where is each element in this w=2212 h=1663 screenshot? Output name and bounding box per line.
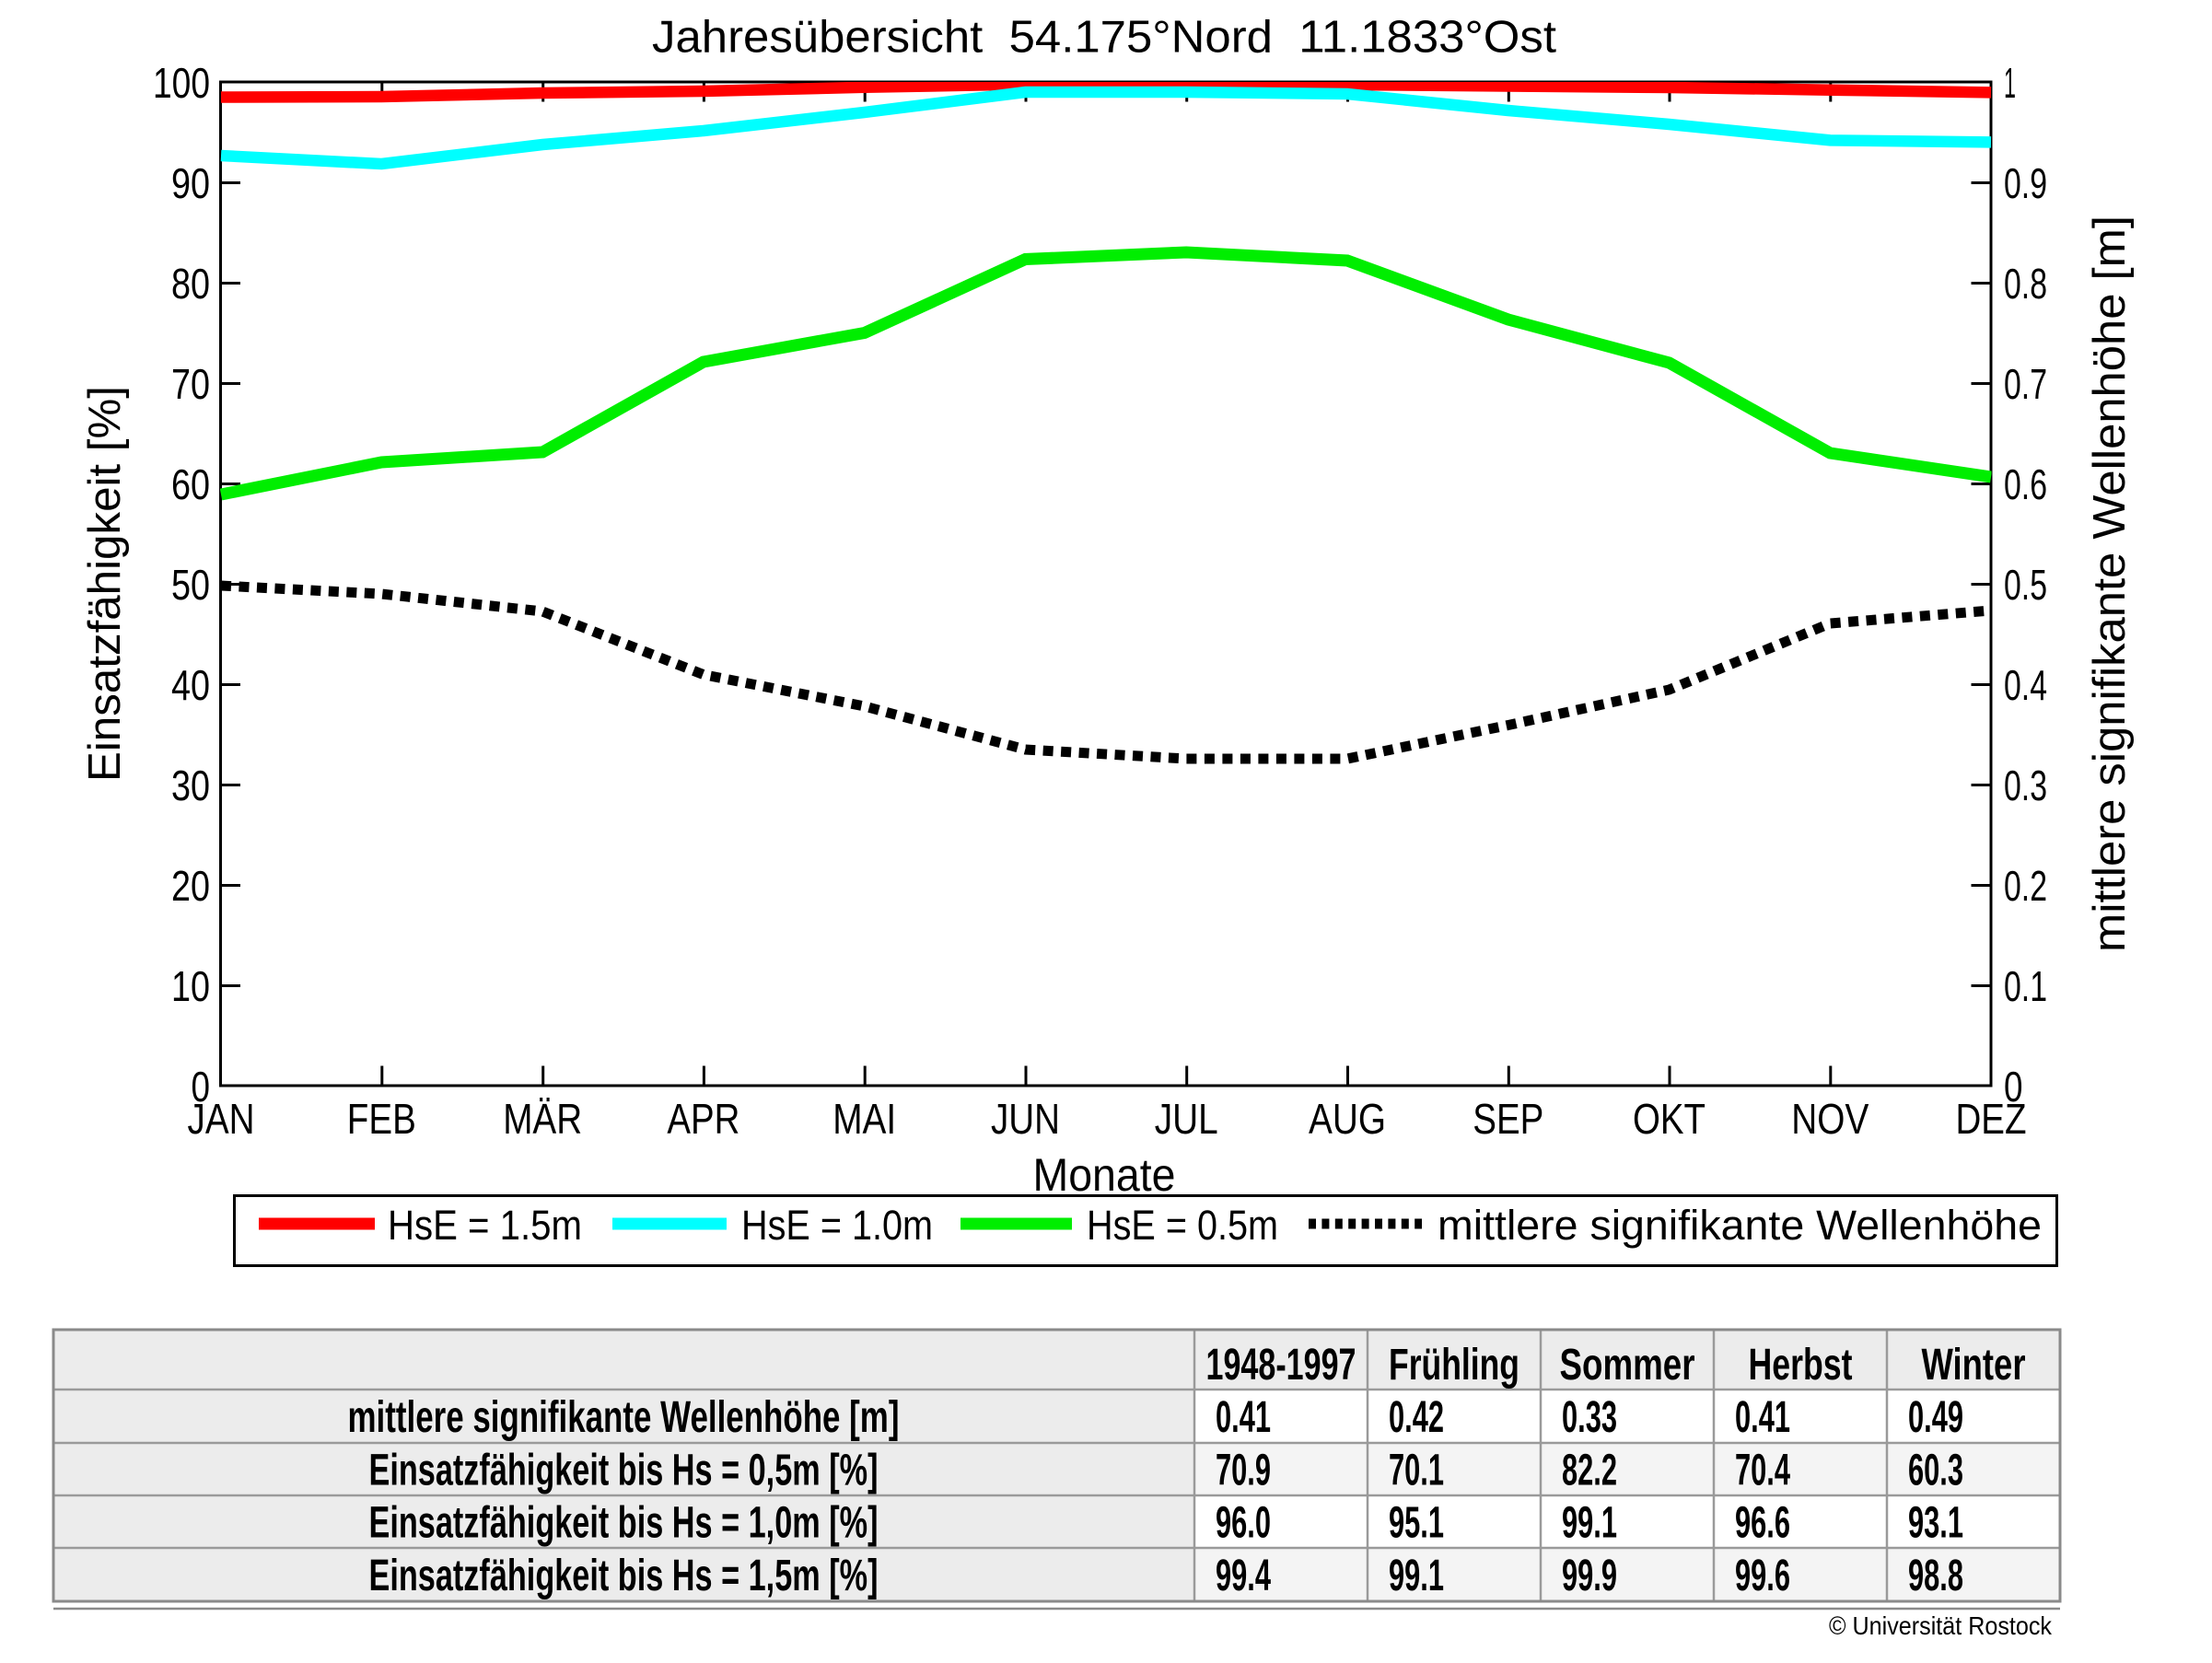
svg-text:0.8: 0.8 xyxy=(2004,260,2047,308)
svg-text:Sommer: Sommer xyxy=(1560,1341,1695,1390)
svg-text:SEP: SEP xyxy=(1473,1095,1543,1143)
svg-text:Einsatzfähigkeit [%]: Einsatzfähigkeit [%] xyxy=(80,386,130,782)
svg-text:70.9: 70.9 xyxy=(1216,1447,1271,1495)
svg-text:99.6: 99.6 xyxy=(1735,1552,1790,1600)
svg-text:MÄR: MÄR xyxy=(503,1095,582,1143)
svg-text:Einsatzfähigkeit bis Hs = 1,5m: Einsatzfähigkeit bis Hs = 1,5m [%] xyxy=(369,1552,879,1600)
svg-text:10: 10 xyxy=(171,962,210,1010)
svg-text:0.3: 0.3 xyxy=(2004,762,2047,809)
svg-text:Monate: Monate xyxy=(1033,1149,1176,1201)
svg-text:60.3: 60.3 xyxy=(1908,1447,1963,1495)
svg-text:JUL: JUL xyxy=(1155,1095,1218,1143)
svg-text:JAN: JAN xyxy=(188,1095,255,1143)
svg-text:70.1: 70.1 xyxy=(1389,1447,1444,1495)
svg-text:OKT: OKT xyxy=(1633,1095,1706,1143)
svg-text:0.33: 0.33 xyxy=(1562,1393,1617,1442)
svg-text:0.1: 0.1 xyxy=(2004,962,2047,1010)
svg-text:HsE = 1.0m: HsE = 1.0m xyxy=(741,1202,933,1249)
svg-text:82.2: 82.2 xyxy=(1562,1447,1617,1495)
svg-text:96.6: 96.6 xyxy=(1735,1499,1790,1548)
svg-text:0.41: 0.41 xyxy=(1735,1393,1790,1442)
svg-text:100: 100 xyxy=(153,59,210,107)
svg-text:FEB: FEB xyxy=(347,1095,416,1143)
svg-text:0.7: 0.7 xyxy=(2004,360,2047,408)
svg-text:mittlere signifikante Wellenhö: mittlere signifikante Wellenhöhe [m] xyxy=(348,1393,900,1442)
svg-text:0.4: 0.4 xyxy=(2004,661,2047,709)
svg-text:NOV: NOV xyxy=(1791,1095,1869,1143)
svg-text:1: 1 xyxy=(2004,59,2016,107)
svg-text:AUG: AUG xyxy=(1309,1095,1386,1143)
svg-text:0.9: 0.9 xyxy=(2004,159,2047,207)
svg-text:mittlere signifikante Wellenhö: mittlere signifikante Wellenhöhe xyxy=(1438,1202,2042,1249)
svg-text:Winter: Winter xyxy=(1922,1341,2026,1390)
svg-text:40: 40 xyxy=(171,661,210,709)
svg-text:© Universität Rostock: © Universität Rostock xyxy=(1829,1611,2053,1640)
svg-text:90: 90 xyxy=(171,159,210,207)
svg-text:0: 0 xyxy=(192,1063,211,1111)
svg-text:APR: APR xyxy=(667,1095,739,1143)
svg-text:DEZ: DEZ xyxy=(1956,1095,2027,1143)
svg-text:60: 60 xyxy=(171,460,210,508)
svg-text:Einsatzfähigkeit bis Hs = 0,5m: Einsatzfähigkeit bis Hs = 0,5m [%] xyxy=(369,1447,879,1495)
svg-text:99.1: 99.1 xyxy=(1562,1499,1617,1548)
svg-text:HsE = 0.5m: HsE = 0.5m xyxy=(1087,1202,1278,1249)
svg-text:99.1: 99.1 xyxy=(1389,1552,1444,1600)
svg-text:1948-1997: 1948-1997 xyxy=(1206,1341,1356,1390)
svg-text:Jahresübersicht 54.175°Nord: Jahresübersicht 54.175°Nord 11.1833°Ost xyxy=(652,13,1556,63)
svg-text:93.1: 93.1 xyxy=(1908,1499,1963,1548)
svg-text:95.1: 95.1 xyxy=(1389,1499,1444,1548)
svg-text:99.4: 99.4 xyxy=(1216,1552,1271,1600)
svg-text:JUN: JUN xyxy=(991,1095,1060,1143)
svg-text:MAI: MAI xyxy=(832,1095,896,1143)
svg-text:HsE = 1.5m: HsE = 1.5m xyxy=(388,1202,582,1249)
svg-text:Herbst: Herbst xyxy=(1749,1341,1853,1390)
svg-text:0: 0 xyxy=(2004,1063,2023,1111)
svg-text:0.6: 0.6 xyxy=(2004,460,2047,508)
svg-text:20: 20 xyxy=(171,862,210,910)
svg-text:0.42: 0.42 xyxy=(1389,1393,1444,1442)
svg-text:Frühling: Frühling xyxy=(1389,1341,1519,1390)
svg-text:0.2: 0.2 xyxy=(2004,862,2047,910)
svg-text:96.0: 96.0 xyxy=(1216,1499,1271,1548)
svg-text:80: 80 xyxy=(171,260,210,308)
svg-text:Einsatzfähigkeit bis Hs = 1,0m: Einsatzfähigkeit bis Hs = 1,0m [%] xyxy=(369,1499,879,1548)
svg-text:0.49: 0.49 xyxy=(1908,1393,1963,1442)
svg-text:99.9: 99.9 xyxy=(1562,1552,1617,1600)
svg-text:98.8: 98.8 xyxy=(1908,1552,1963,1600)
svg-text:mittlere signifikante Wellenhö: mittlere signifikante Wellenhöhe [m] xyxy=(2085,215,2135,952)
svg-text:70: 70 xyxy=(171,360,210,408)
svg-text:0.5: 0.5 xyxy=(2004,561,2047,609)
svg-text:50: 50 xyxy=(171,561,210,609)
svg-text:0.41: 0.41 xyxy=(1216,1393,1271,1442)
svg-text:70.4: 70.4 xyxy=(1735,1447,1790,1495)
svg-text:30: 30 xyxy=(171,762,210,809)
